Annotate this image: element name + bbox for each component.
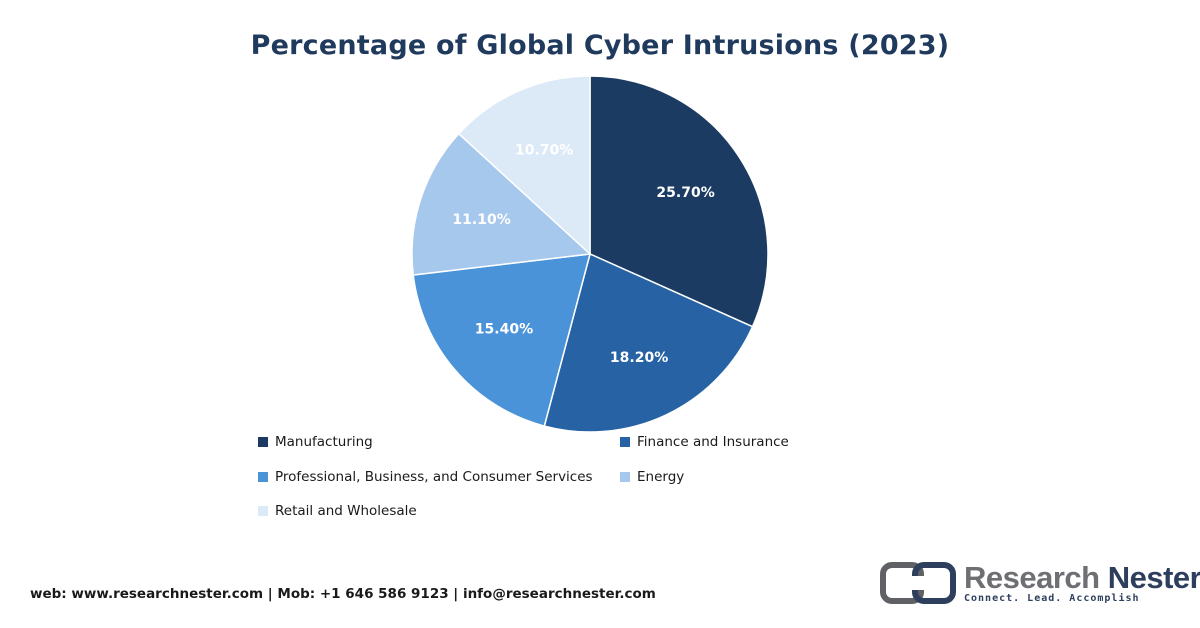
legend-item-professional: Professional, Business, and Consumer Ser… xyxy=(258,469,593,485)
brand-tagline: Connect. Lead. Accomplish xyxy=(964,593,1140,604)
legend-swatch xyxy=(620,472,630,482)
slice-label-3: 11.10% xyxy=(452,212,510,228)
contact-footer: web: www.researchnester.com | Mob: +1 64… xyxy=(30,586,656,602)
legend-item-retail: Retail and Wholesale xyxy=(258,503,417,519)
research-nester-logo-icon xyxy=(880,562,956,604)
legend-swatch xyxy=(620,437,630,447)
slice-label-2: 15.40% xyxy=(475,322,533,338)
legend-item-finance: Finance and Insurance xyxy=(620,434,789,450)
brand-name-research: Research xyxy=(964,560,1100,595)
brand-logo: Research Nester Connect. Lead. Accomplis… xyxy=(880,560,1200,610)
legend-label: Energy xyxy=(637,469,685,485)
slice-label-0: 25.70% xyxy=(656,185,714,201)
chart-legend: Manufacturing Finance and Insurance Prof… xyxy=(258,434,858,534)
brand-name: Research Nester xyxy=(964,560,1200,596)
legend-item-manufacturing: Manufacturing xyxy=(258,434,373,450)
legend-label: Manufacturing xyxy=(275,434,373,450)
legend-label: Retail and Wholesale xyxy=(275,503,417,519)
legend-swatch xyxy=(258,437,268,447)
legend-label: Finance and Insurance xyxy=(637,434,789,450)
legend-swatch xyxy=(258,472,268,482)
pie-slice-1 xyxy=(543,252,754,433)
chart-title: Percentage of Global Cyber Intrusions (2… xyxy=(250,30,950,61)
pie-slice-4 xyxy=(457,75,591,256)
pie-slice-0 xyxy=(589,75,769,328)
pie-slice-3 xyxy=(411,132,592,276)
pie-slice-2 xyxy=(412,253,592,427)
legend-label: Professional, Business, and Consumer Ser… xyxy=(275,469,593,485)
legend-item-energy: Energy xyxy=(620,469,684,485)
slice-label-1: 18.20% xyxy=(610,350,668,366)
brand-name-nester: Nester xyxy=(1107,560,1200,595)
legend-swatch xyxy=(258,506,268,516)
slice-label-4: 10.70% xyxy=(515,143,573,159)
